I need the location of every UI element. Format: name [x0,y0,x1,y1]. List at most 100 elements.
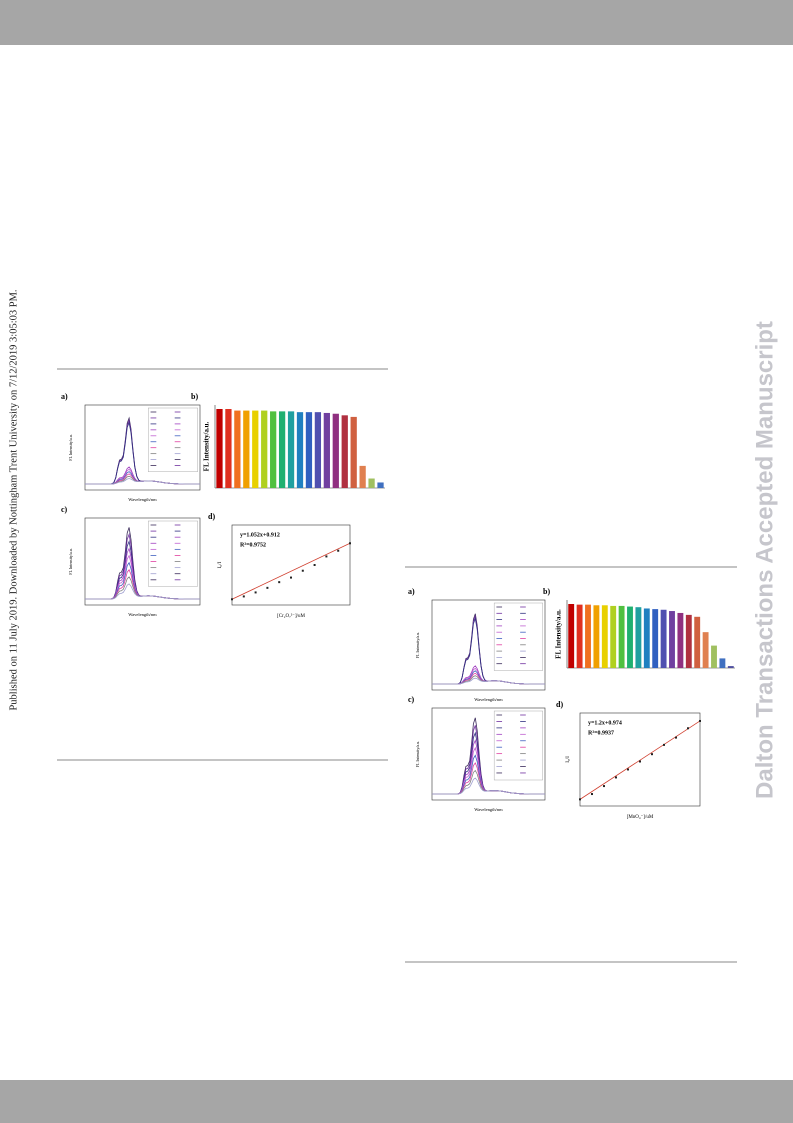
bar [252,410,259,488]
point [639,760,641,763]
point [627,768,629,771]
spectrum [432,677,545,685]
bar [635,607,642,668]
point [349,542,351,545]
bar [323,412,330,488]
y-axis-label: FL Intensity/a.u. [415,741,420,767]
plot-frame [84,404,201,491]
y-axis-label: FL Intensity/a.u. [203,421,211,471]
bar [270,411,277,488]
bar [377,482,384,488]
spectrum [432,675,545,685]
point [675,736,677,739]
plot-frame [84,517,201,606]
y-axis-label: FL Intensity/a.u. [68,434,73,460]
panel-label: c) [61,505,68,514]
bar [643,608,650,668]
bar [332,413,339,488]
bar [677,612,684,668]
panel-label: d) [556,700,563,709]
spectrum [432,777,545,795]
legend-box [148,520,198,587]
spectrum [432,667,545,685]
point [313,564,316,566]
bar [341,415,348,488]
bar [234,410,241,488]
legend-box [148,407,198,472]
equation: y=1.052x+0.912 [240,532,280,538]
bottom-bar [0,1080,793,1123]
bar [702,632,709,668]
bar [627,606,633,668]
spectrum [432,672,545,685]
point [651,753,653,756]
bar [225,409,232,488]
point [278,581,281,584]
y-axis-label: FL Intensity/a.u. [68,548,73,574]
plot-frame [431,599,546,691]
point [231,598,233,601]
point [615,776,617,779]
legend-box [493,602,543,671]
x-axis-label: Wavelength/nm [474,697,503,702]
bar [305,412,313,488]
x-axis-label: Wavelength/nm [128,497,157,502]
bar [727,666,734,668]
y-axis-label: FL Intensity/a.u. [415,632,420,658]
bar [576,604,583,668]
plot-frame [579,712,701,807]
bar [296,412,304,488]
bar [278,411,286,488]
equation: y=1.2x+0.974 [588,720,622,726]
spectrum [85,473,200,485]
x-axis-label: [Cr₂O₇²⁻]/uM [277,613,305,619]
bar [685,614,692,668]
side-note: Published on 11 July 2019. Downloaded by… [8,289,19,710]
point [591,793,593,796]
bar [610,605,617,668]
r-squared: R²=0.9937 [588,730,614,736]
spectrum [85,583,200,600]
point [254,591,257,594]
point [337,549,340,552]
bar [585,604,591,668]
panel-label: b) [543,587,550,596]
point [301,569,304,572]
y-axis-label: I₀/I [218,561,223,568]
point [290,576,292,579]
point [687,727,689,730]
bar [711,645,717,668]
panel-label: a) [408,587,415,596]
legend-box [493,710,543,781]
plot-frame [431,707,546,801]
fit-line [231,542,351,600]
spectrum [85,478,200,485]
spectrum [85,471,200,485]
bar [287,411,295,488]
bar [261,410,268,488]
bar [368,478,375,488]
bar [568,604,575,668]
bar [669,611,675,668]
bar [314,412,322,488]
bar [243,410,250,488]
panel-label: a) [61,392,68,401]
bar [601,605,608,668]
plot-frame [231,524,351,606]
bar [660,609,667,668]
x-axis-label: Wavelength/nm [474,807,503,812]
bar [652,609,659,668]
r-squared: R²=0.9752 [240,542,266,548]
point [242,595,245,598]
panel-label: c) [408,695,415,704]
bar [359,465,366,488]
bar [216,409,223,488]
watermark: Dalton Transactions Accepted Manuscript [751,321,778,799]
x-axis-label: [MnO₄⁻]/uM [627,815,654,820]
bar [350,416,357,488]
bar [618,605,625,668]
spectrum [85,475,200,485]
x-axis-label: Wavelength/nm [128,612,157,617]
top-bar [0,0,793,45]
